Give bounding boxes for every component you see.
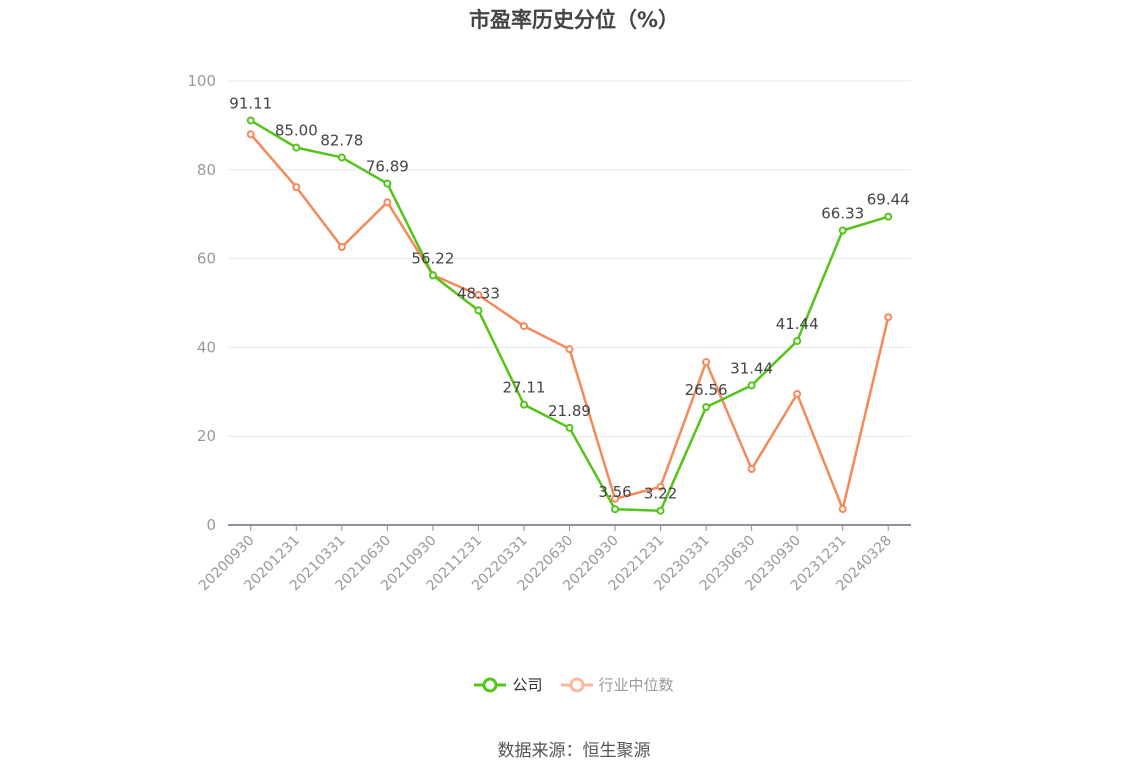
data-point[interactable] — [702, 358, 711, 367]
data-source: 数据来源：恒生聚源 — [497, 741, 651, 761]
data-label: 76.89 — [366, 158, 409, 176]
chart-legend: 公司 行业中位数 — [0, 674, 1148, 695]
y-tick-label: 100 — [187, 72, 216, 90]
legend-industry-icon — [560, 677, 593, 692]
data-label: 69.44 — [867, 191, 910, 209]
data-label: 85.00 — [275, 122, 318, 140]
data-point[interactable] — [292, 183, 301, 192]
data-point[interactable] — [383, 179, 392, 188]
y-tick-label: 60 — [197, 250, 216, 268]
data-point[interactable] — [838, 505, 847, 514]
legend-item-industry[interactable]: 行业中位数 — [560, 674, 674, 695]
legend-label-company: 公司 — [512, 676, 543, 694]
data-point[interactable] — [838, 226, 847, 235]
data-label: 41.44 — [776, 315, 819, 333]
y-tick-label: 40 — [197, 338, 216, 356]
data-point[interactable] — [611, 494, 620, 503]
data-label: 82.78 — [320, 131, 363, 149]
y-tick-label: 80 — [197, 161, 216, 179]
data-label: 3.56 — [598, 483, 631, 501]
line-chart: 0204060801002020093020201231202103312021… — [187, 72, 911, 594]
legend-item-company[interactable]: 公司 — [474, 674, 543, 695]
data-label: 91.11 — [229, 94, 272, 112]
data-label: 48.33 — [457, 284, 500, 302]
legend-label-industry: 行业中位数 — [598, 676, 674, 694]
legend-company-icon — [474, 677, 507, 692]
data-point[interactable] — [565, 423, 574, 432]
data-point[interactable] — [519, 400, 528, 409]
data-point[interactable] — [292, 143, 301, 152]
data-point[interactable] — [474, 291, 483, 300]
data-label: 31.44 — [730, 359, 773, 377]
data-label: 21.89 — [548, 402, 591, 420]
data-point[interactable] — [383, 198, 392, 207]
data-point[interactable] — [747, 465, 756, 474]
data-point[interactable] — [656, 482, 665, 491]
data-label: 27.11 — [502, 379, 545, 397]
data-point[interactable] — [246, 116, 255, 125]
data-label: 56.22 — [411, 249, 454, 267]
data-point[interactable] — [428, 271, 437, 280]
data-point[interactable] — [337, 243, 346, 252]
data-point[interactable] — [519, 322, 528, 331]
data-point[interactable] — [246, 130, 255, 139]
chart-title: 市盈率历史分位（%） — [468, 8, 680, 32]
data-point[interactable] — [611, 505, 620, 514]
data-point[interactable] — [747, 381, 756, 390]
data-point[interactable] — [656, 506, 665, 515]
data-point[interactable] — [793, 390, 802, 399]
data-point[interactable] — [474, 306, 483, 315]
data-label: 66.33 — [821, 204, 864, 222]
data-label: 3.22 — [644, 485, 677, 503]
data-label: 26.56 — [685, 381, 728, 399]
y-tick-label: 20 — [197, 427, 216, 445]
data-point[interactable] — [793, 337, 802, 346]
data-point[interactable] — [337, 153, 346, 162]
y-tick-label: 0 — [206, 516, 216, 534]
data-point[interactable] — [884, 313, 893, 322]
data-point[interactable] — [884, 212, 893, 221]
data-point[interactable] — [702, 403, 711, 412]
data-point[interactable] — [565, 345, 574, 354]
